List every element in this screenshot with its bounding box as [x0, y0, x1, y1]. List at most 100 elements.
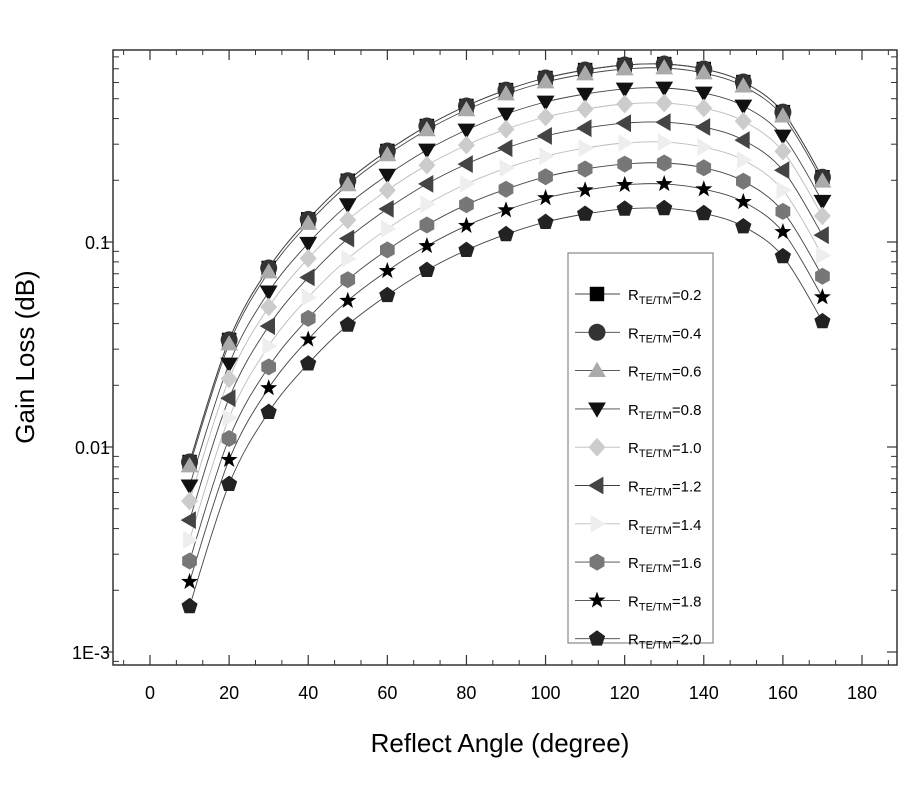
data-point-triangle-right	[222, 408, 238, 427]
data-point-hexagon	[656, 154, 672, 172]
series-line	[189, 207, 823, 607]
data-point-triangle-right	[262, 337, 278, 355]
legend-label: RTE/TM=0.8	[628, 402, 701, 422]
legend-label-main: R	[628, 287, 639, 304]
data-point-hexagon	[617, 155, 632, 173]
legend-label-subscript: TE/TM	[639, 410, 672, 422]
data-point-pentagon	[458, 241, 475, 257]
data-point-hexagon	[538, 168, 553, 186]
data-point-star	[497, 201, 515, 218]
data-point-star	[220, 450, 238, 467]
legend-marker-triangle-up	[588, 361, 606, 377]
x-tick-label: 100	[531, 683, 561, 703]
data-point-diamond	[378, 180, 396, 200]
data-point-hexagon	[419, 216, 435, 234]
data-point-pentagon	[418, 261, 435, 277]
data-point-triangle-left	[457, 155, 473, 173]
data-point-diamond	[299, 249, 317, 268]
legend-label-main: R	[628, 402, 639, 419]
legend-label: RTE/TM=0.2	[628, 287, 701, 307]
data-point-triangle-up	[615, 60, 634, 76]
data-point-triangle-up	[576, 65, 594, 81]
series-line	[189, 162, 823, 562]
legend-label-value: =0.4	[672, 325, 702, 342]
data-point-pentagon	[695, 204, 712, 221]
data-point-star	[299, 330, 317, 347]
data-point-triangle-up	[299, 214, 318, 230]
legend-label-subscript: TE/TM	[639, 333, 672, 345]
data-point-triangle-down	[418, 143, 436, 159]
legend-label-subscript: TE/TM	[639, 563, 672, 575]
data-point-hexagon	[577, 160, 593, 178]
data-point-triangle-right	[618, 134, 634, 152]
data-point-triangle-down	[457, 123, 476, 139]
x-tick-label: 120	[610, 683, 640, 703]
data-point-triangle-down	[259, 285, 278, 301]
data-point-triangle-left	[655, 113, 671, 132]
data-point-hexagon	[459, 196, 474, 214]
data-point-hexagon	[696, 159, 712, 177]
data-point-pentagon	[221, 475, 238, 491]
legend-label-value: =1.2	[672, 479, 702, 496]
legend-label-subscript: TE/TM	[639, 295, 672, 307]
x-tick-label: 40	[298, 683, 318, 703]
data-point-triangle-up	[180, 457, 199, 473]
data-point-triangle-down	[615, 82, 634, 98]
data-point-star	[339, 291, 357, 308]
legend-marker-pentagon	[588, 630, 606, 646]
data-point-hexagon	[380, 241, 395, 259]
x-tick-label: 0	[145, 683, 155, 703]
data-point-triangle-down	[299, 236, 318, 253]
data-point-hexagon	[775, 202, 791, 220]
legend-marker-triangle-left	[588, 476, 604, 495]
data-point-diamond	[260, 297, 278, 317]
data-point-triangle-left	[536, 127, 552, 145]
data-point-star	[695, 180, 713, 197]
data-point-triangle-left	[180, 511, 196, 529]
data-point-diamond	[576, 99, 594, 119]
data-point-star	[616, 175, 634, 193]
data-point-triangle-up	[220, 335, 238, 351]
data-point-triangle-right	[381, 219, 397, 238]
data-point-pentagon	[260, 403, 277, 419]
data-point-triangle-left	[694, 118, 711, 136]
data-point-diamond	[813, 206, 831, 226]
data-point-star	[181, 572, 198, 589]
legend-label-main: R	[628, 364, 639, 381]
data-point-triangle-left	[259, 317, 275, 335]
data-point-star	[655, 175, 673, 192]
data-point-triangle-left	[615, 114, 631, 133]
data-point-triangle-left	[338, 229, 355, 248]
legend-label: RTE/TM=1.2	[628, 479, 701, 499]
data-point-triangle-right	[499, 159, 515, 178]
legend-label-subscript: TE/TM	[639, 448, 672, 460]
data-point-diamond	[655, 93, 673, 113]
data-point-star	[458, 216, 475, 233]
data-point-star	[774, 223, 792, 240]
legend-label-value: =1.8	[672, 593, 702, 610]
data-point-hexagon	[815, 267, 830, 285]
data-point-star	[260, 379, 278, 396]
data-point-triangle-down	[220, 357, 238, 373]
data-point-triangle-up	[774, 107, 792, 123]
data-point-pentagon	[300, 355, 317, 371]
data-point-triangle-right	[776, 181, 792, 200]
data-point-triangle-down	[774, 129, 792, 145]
data-point-triangle-down	[180, 479, 199, 495]
data-point-hexagon	[221, 430, 237, 447]
data-point-star	[814, 288, 831, 305]
data-point-diamond	[695, 98, 713, 118]
data-point-diamond	[734, 111, 752, 131]
series-markers	[180, 55, 832, 614]
data-point-triangle-left	[813, 226, 829, 245]
data-point-triangle-down	[497, 107, 515, 123]
legend-label-main: R	[628, 325, 639, 342]
legend-label-value: =1.6	[672, 555, 702, 572]
x-tick-label: 180	[847, 683, 877, 703]
legend-label-subscript: TE/TM	[639, 525, 672, 537]
x-tick-label: 140	[689, 683, 719, 703]
legend-label-value: =0.8	[672, 402, 702, 419]
data-point-triangle-right	[697, 138, 713, 157]
y-tick-label: 0.01	[75, 438, 110, 458]
data-point-hexagon	[300, 309, 316, 327]
